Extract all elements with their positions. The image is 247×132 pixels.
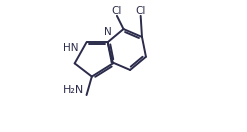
Text: HN: HN [63, 43, 79, 53]
Text: Cl: Cl [112, 6, 122, 16]
Text: N: N [104, 27, 112, 37]
Text: H₂N: H₂N [63, 85, 84, 95]
Text: Cl: Cl [135, 6, 146, 16]
